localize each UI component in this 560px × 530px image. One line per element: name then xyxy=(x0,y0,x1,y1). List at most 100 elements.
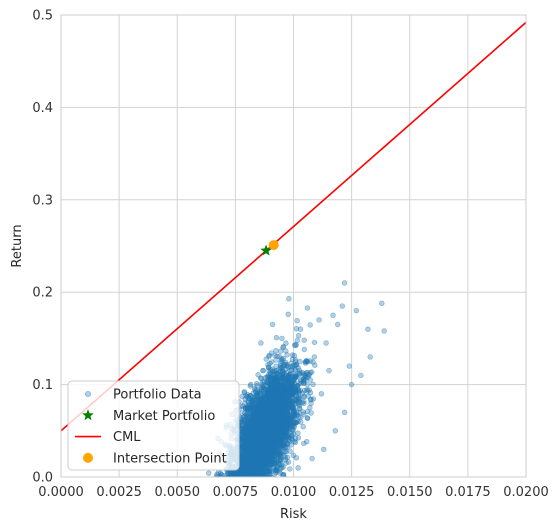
scatter-point xyxy=(250,478,255,483)
scatter-point xyxy=(283,348,289,354)
scatter-point xyxy=(251,479,256,484)
scatter-point xyxy=(266,421,272,427)
scatter-point xyxy=(278,356,285,362)
scatter-point xyxy=(246,395,253,402)
scatter-point xyxy=(255,478,260,483)
scatter-point xyxy=(341,409,348,415)
scatter-point xyxy=(293,341,299,348)
scatter-point xyxy=(291,353,297,359)
scatter-point xyxy=(292,401,298,408)
scatter-point xyxy=(248,477,253,482)
scatter-point xyxy=(346,363,352,369)
scatter-point xyxy=(301,393,307,399)
scatter-point xyxy=(255,476,258,477)
scatter-point xyxy=(232,476,236,477)
scatter-point xyxy=(254,476,258,477)
scatter-point xyxy=(218,478,223,483)
scatter-point xyxy=(240,478,245,483)
scatter-point xyxy=(263,395,269,401)
scatter-point xyxy=(249,478,254,483)
scatter-point xyxy=(280,412,287,419)
scatter-point xyxy=(307,397,314,403)
scatter-point xyxy=(236,479,241,484)
scatter-point xyxy=(270,413,276,419)
scatter-point xyxy=(250,479,255,484)
scatter-point xyxy=(263,417,269,423)
scatter-point xyxy=(273,363,279,369)
scatter-point xyxy=(255,479,260,484)
scatter-point xyxy=(237,478,242,483)
scatter-point xyxy=(236,476,239,477)
scatter-point xyxy=(265,455,272,462)
scatter-point xyxy=(268,398,274,404)
scatter-point xyxy=(242,456,248,462)
scatter-point xyxy=(244,451,251,457)
x-tick-label: 0.0175 xyxy=(445,485,491,500)
scatter-point xyxy=(287,448,293,454)
scatter-point xyxy=(261,390,267,397)
scatter-point xyxy=(280,478,285,483)
scatter-point xyxy=(273,408,279,414)
scatter-point xyxy=(229,478,234,483)
scatter-point xyxy=(273,335,280,341)
scatter-point xyxy=(230,476,233,477)
scatter-point xyxy=(256,476,260,477)
y-tick-label: 0.3 xyxy=(32,193,53,208)
portfolio-scatter-points xyxy=(206,280,387,484)
scatter-point xyxy=(246,478,251,483)
scatter-point xyxy=(239,478,244,483)
scatter-point xyxy=(285,416,291,423)
scatter-point xyxy=(267,360,273,367)
scatter-point xyxy=(257,406,263,413)
scatter-point xyxy=(307,390,314,396)
scatter-point xyxy=(206,470,212,476)
scatter-point xyxy=(255,479,260,484)
scatter-point xyxy=(295,387,302,393)
scatter-point xyxy=(295,418,301,425)
scatter-point xyxy=(280,399,286,406)
scatter-point xyxy=(298,376,304,382)
scatter-point xyxy=(291,438,298,445)
scatter-point xyxy=(238,419,245,426)
scatter-point xyxy=(267,366,274,373)
scatter-point xyxy=(241,479,246,484)
scatter-point xyxy=(252,387,258,393)
scatter-point xyxy=(243,479,248,484)
scatter-point xyxy=(309,455,315,462)
scatter-point xyxy=(297,406,303,412)
scatter-point xyxy=(281,428,287,434)
scatter-point xyxy=(251,441,258,447)
scatter-point xyxy=(260,379,266,385)
scatter-point xyxy=(323,340,329,346)
scatter-point xyxy=(235,478,240,483)
scatter-point xyxy=(233,479,238,484)
scatter-point xyxy=(285,311,291,317)
scatter-point xyxy=(273,382,280,388)
scatter-point xyxy=(240,403,246,409)
scatter-point xyxy=(251,479,256,484)
scatter-point xyxy=(243,479,248,484)
scatter-point xyxy=(257,479,262,484)
scatter-point xyxy=(246,479,251,484)
scatter-point xyxy=(287,466,293,472)
scatter-point xyxy=(295,465,301,471)
scatter-point xyxy=(261,477,266,482)
scatter-point xyxy=(283,359,289,366)
scatter-point xyxy=(242,433,248,439)
scatter-point xyxy=(259,456,265,462)
scatter-point xyxy=(257,479,262,484)
scatter-point xyxy=(250,422,257,428)
scatter-point xyxy=(318,391,325,397)
scatter-point xyxy=(272,395,279,401)
scatter-point xyxy=(246,479,251,484)
scatter-point xyxy=(249,478,254,483)
scatter-point xyxy=(304,439,310,445)
x-tick-label: 0.0125 xyxy=(329,485,375,500)
scatter-point xyxy=(236,479,241,484)
scatter-point xyxy=(293,412,300,418)
scatter-point xyxy=(307,322,313,328)
scatter-point xyxy=(269,321,276,328)
scatter-point xyxy=(287,374,293,380)
scatter-point xyxy=(365,326,371,332)
